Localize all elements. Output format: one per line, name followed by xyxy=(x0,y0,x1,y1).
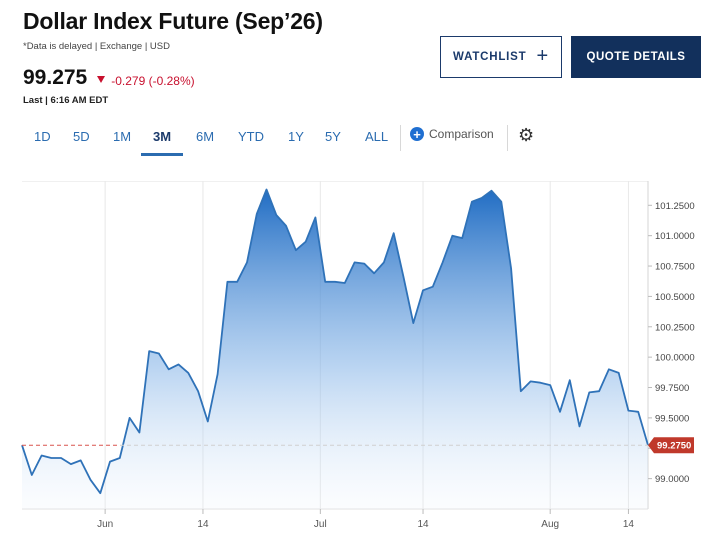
price-change: -0.279 (-0.28%) xyxy=(97,73,195,88)
price-change-value: -0.279 (-0.28%) xyxy=(111,73,195,88)
y-tick-label: 101.2500 xyxy=(655,201,695,212)
price-chart[interactable]: 101.2500 101.0000 100.7500 100.5000 100.2500… xyxy=(0,180,721,541)
y-tick-label: 99.0000 xyxy=(655,474,689,485)
tab-1y[interactable]: 1Y xyxy=(288,129,304,144)
tab-6m[interactable]: 6M xyxy=(196,129,215,144)
tab-divider xyxy=(507,125,508,151)
y-tick-label: 101.0000 xyxy=(655,231,695,242)
y-tick-label: 99.7500 xyxy=(655,383,689,394)
x-tick-label: 14 xyxy=(417,519,429,530)
tab-5y[interactable]: 5Y xyxy=(325,129,341,144)
last-price-label: 99.2750 xyxy=(657,441,691,452)
x-tick-label: 14 xyxy=(623,519,635,530)
chart-svg: 101.2500 101.0000 100.7500 100.5000 100.2500… xyxy=(21,180,695,530)
last-updated: Last | 6:16 AM EDT xyxy=(23,95,109,106)
plus-circle-icon: + xyxy=(410,127,424,141)
comparison-button[interactable]: + Comparison xyxy=(410,127,494,141)
tab-divider xyxy=(400,125,401,151)
y-tick-label: 100.0000 xyxy=(655,353,695,364)
last-price-marker xyxy=(648,437,694,454)
y-tick-label: 100.2500 xyxy=(655,322,695,333)
y-tick-label: 100.7500 xyxy=(655,262,695,273)
plus-icon: + xyxy=(536,45,549,67)
x-tick-label: Jul xyxy=(314,519,327,530)
comparison-label: Comparison xyxy=(429,127,494,141)
page-title: Dollar Index Future (Sep’26) xyxy=(23,8,323,34)
tab-3m[interactable]: 3M xyxy=(153,129,172,144)
quote-details-button[interactable]: QUOTE DETAILS xyxy=(571,36,701,78)
quote-details-label: QUOTE DETAILS xyxy=(586,51,686,63)
watchlist-label: WATCHLIST xyxy=(453,51,527,63)
tab-ytd[interactable]: YTD xyxy=(238,129,264,144)
x-tick-label: Aug xyxy=(541,519,559,530)
y-tick-label: 100.5000 xyxy=(655,292,695,303)
gear-icon[interactable]: ⚙ xyxy=(518,125,535,145)
tab-1m[interactable]: 1M xyxy=(113,129,132,144)
y-tick-label: 99.5000 xyxy=(655,413,689,424)
last-price: 99.275 xyxy=(23,66,88,89)
tab-all[interactable]: ALL xyxy=(365,129,389,144)
price-line xyxy=(21,188,649,495)
triangle-down-icon xyxy=(97,76,106,83)
area-fill xyxy=(22,189,648,509)
tab-5d[interactable]: 5D xyxy=(73,129,90,144)
price-row: 99.275 -0.279 (-0.28%) xyxy=(23,66,195,90)
watchlist-button[interactable]: WATCHLIST + xyxy=(440,36,562,78)
delay-note: *Data is delayed | Exchange | USD xyxy=(23,41,170,52)
active-tab-indicator xyxy=(141,153,183,156)
tab-1d[interactable]: 1D xyxy=(34,129,51,144)
x-tick-label: 14 xyxy=(197,519,209,530)
range-tabs: 1D 5D 1M 3M 6M YTD 1Y 5Y ALL + Compariso… xyxy=(23,123,703,156)
x-tick-label: Jun xyxy=(97,519,113,530)
